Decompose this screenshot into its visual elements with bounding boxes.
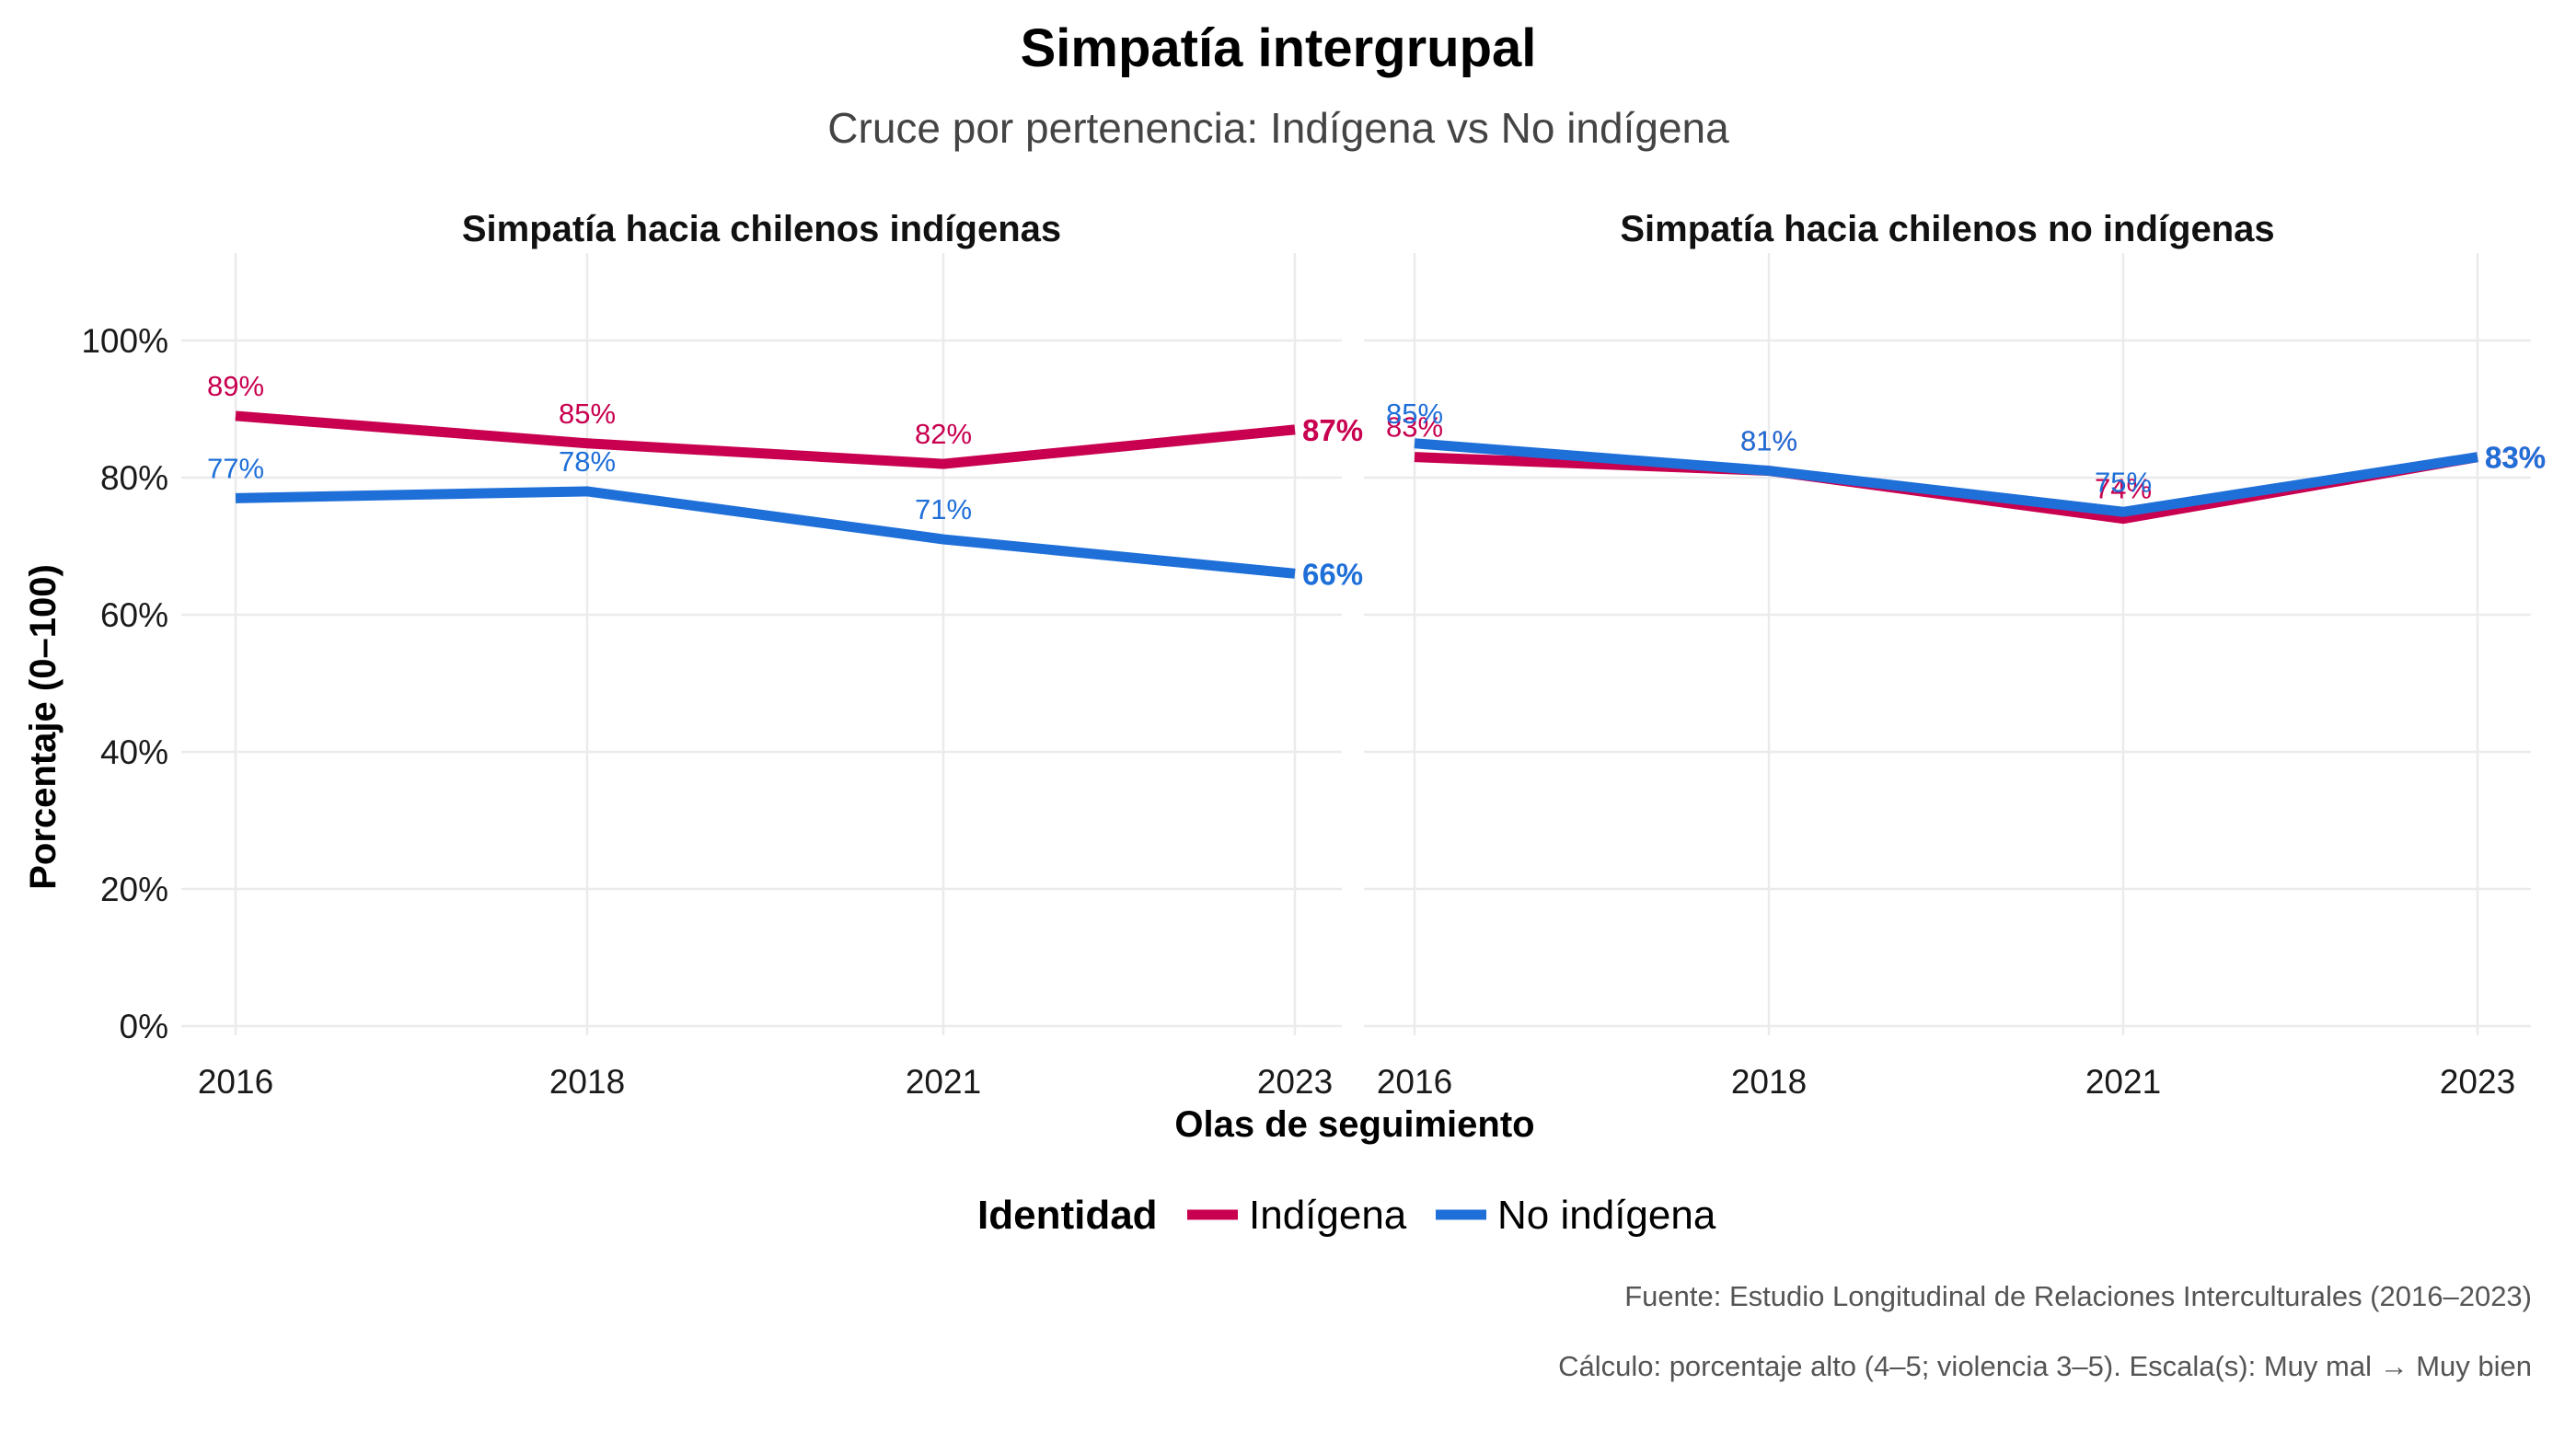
data-label-no-indigena: 85%: [1386, 398, 1443, 430]
x-tick-label: 2016: [1377, 1063, 1452, 1101]
end-label-indigena: 87%: [1302, 413, 1363, 447]
panel-2: Simpatía hacia chilenos no indígenas 2016…: [1364, 209, 2546, 1101]
data-label-indigena: 81%: [1740, 425, 1797, 457]
panel-title: Simpatía hacia chilenos no indígenas: [1620, 209, 2274, 249]
series-line-indigena: [235, 410, 1296, 469]
panel-title: Simpatía hacia chilenos indígenas: [462, 209, 1061, 249]
caption-calculation: Cálculo: porcentaje alto (4–5; violencia…: [1558, 1350, 2532, 1382]
chart-title: Simpatía intergrupal: [1021, 18, 1537, 78]
legend-title: Identidad: [977, 1193, 1158, 1238]
data-label-indigena: 74%: [2095, 473, 2152, 505]
data-label-no-indigena: 77%: [207, 452, 264, 484]
data-label-no-indigena: 81%: [1740, 425, 1797, 457]
panels: Simpatía hacia chilenos indígenas 2016 201…: [81, 209, 2546, 1101]
x-tick-label: 2021: [2085, 1063, 2161, 1101]
legend: Identidad Indígena No indígena: [977, 1193, 1716, 1238]
y-tick-label: 20%: [100, 871, 168, 908]
series-line-no-indigena: [1414, 438, 2478, 517]
x-axis-title: Olas de seguimiento: [1174, 1104, 1534, 1145]
end-label-no-indigena: 66%: [1302, 557, 1363, 591]
x-tick-label: 2018: [549, 1063, 625, 1101]
data-label-no-indigena: 71%: [915, 493, 972, 525]
chart-subtitle: Cruce por pertenencia: Indígena vs No in…: [827, 104, 1729, 152]
x-tick-label: 2018: [1731, 1063, 1807, 1101]
panel-1: Simpatía hacia chilenos indígenas 2016 201…: [81, 209, 1363, 1101]
legend-label-indigena: Indígena: [1249, 1193, 1407, 1238]
y-axis-title: Porcentaje (0–100): [23, 564, 64, 890]
x-tick-label: 2016: [198, 1063, 273, 1101]
end-label-indigena: 83%: [2485, 441, 2546, 475]
caption-source: Fuente: Estudio Longitudinal de Relacion…: [1624, 1280, 2532, 1312]
y-tick-label: 40%: [100, 733, 168, 771]
legend-label-no-indigena: No indígena: [1497, 1193, 1716, 1238]
end-label-no-indigena: 83%: [2485, 441, 2546, 475]
data-label-no-indigena: 78%: [559, 445, 616, 478]
y-tick-label: 0%: [120, 1008, 168, 1045]
x-tick-label: 2021: [906, 1063, 981, 1101]
y-tick-label: 80%: [100, 459, 168, 497]
y-tick-label: 60%: [100, 596, 168, 634]
x-tick-label: 2023: [2440, 1063, 2515, 1101]
data-label-indigena: 82%: [915, 418, 972, 450]
data-label-no-indigena: 75%: [2095, 466, 2152, 498]
series-line-no-indigena: [235, 486, 1296, 579]
x-tick-label: 2023: [1257, 1063, 1333, 1101]
data-label-indigena: 85%: [559, 398, 616, 430]
data-label-indigena: 83%: [1386, 411, 1443, 444]
y-tick-label: 100%: [81, 322, 168, 360]
data-label-indigena: 89%: [207, 370, 264, 402]
